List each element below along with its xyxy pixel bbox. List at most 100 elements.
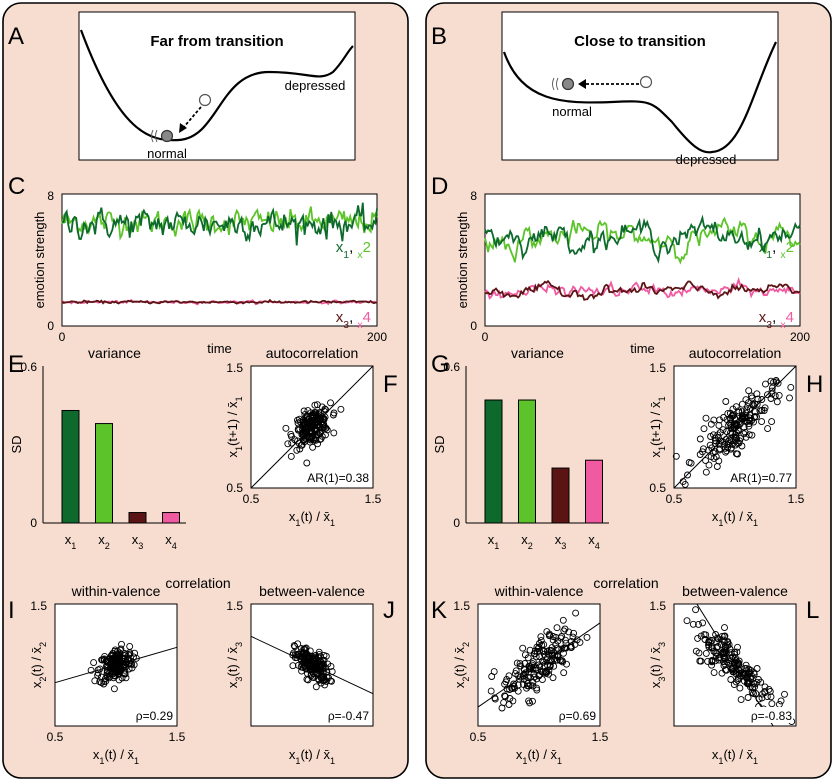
series-x1 bbox=[484, 214, 801, 264]
scatter-point bbox=[101, 652, 109, 660]
scatter-point bbox=[519, 644, 527, 652]
bar-x1 bbox=[484, 399, 503, 524]
scatter-point bbox=[542, 667, 550, 675]
scatter-point bbox=[501, 693, 509, 700]
scatter-point bbox=[313, 428, 321, 436]
scatter-point bbox=[702, 414, 710, 422]
scatter-point bbox=[91, 677, 99, 685]
scatter-point bbox=[306, 438, 314, 446]
scatter-point bbox=[746, 414, 754, 422]
landscape-title: Far from transition bbox=[150, 33, 283, 50]
scatter-point bbox=[337, 405, 345, 413]
scatter-point bbox=[758, 396, 766, 403]
y-tick: 1.5 bbox=[649, 361, 666, 375]
scatter-point bbox=[290, 642, 298, 650]
ball bbox=[561, 77, 575, 91]
scatter-point bbox=[718, 669, 726, 677]
scatter-point bbox=[758, 694, 766, 702]
scatter-point bbox=[327, 662, 335, 670]
panel-letter: D bbox=[431, 173, 448, 200]
scatter-point bbox=[749, 401, 757, 408]
scatter-point bbox=[722, 448, 730, 456]
variance-title: variance bbox=[88, 345, 141, 361]
scatter-point bbox=[297, 648, 305, 656]
x-label: time bbox=[207, 341, 232, 356]
scatter-point bbox=[734, 643, 741, 651]
scatter-point bbox=[549, 674, 557, 682]
x-label: x1(t) / x̄1 bbox=[289, 509, 335, 528]
scatter-point bbox=[721, 624, 728, 632]
scatter-point bbox=[713, 650, 721, 658]
scatter-point bbox=[535, 643, 543, 651]
y-tick: 0 bbox=[30, 516, 37, 530]
scatter-point bbox=[681, 480, 689, 488]
scatter-point bbox=[724, 441, 732, 449]
scatter-point bbox=[702, 649, 710, 657]
panel-letter: E bbox=[8, 351, 24, 378]
stat-bg bbox=[726, 707, 793, 723]
y-tick: 1.5 bbox=[226, 599, 243, 613]
scatter-title: autocorrelation bbox=[689, 345, 782, 361]
panel-letter: A bbox=[8, 23, 24, 50]
vibration-lines bbox=[151, 129, 158, 143]
scatter-point bbox=[524, 674, 532, 681]
scatter-point bbox=[321, 424, 329, 432]
scatter-point bbox=[110, 685, 118, 693]
scatter-point bbox=[745, 387, 753, 395]
legend-x1-x2: x1, x2 bbox=[336, 239, 371, 261]
scatter-points bbox=[282, 399, 345, 467]
scatter-point bbox=[114, 668, 122, 676]
scatter-point bbox=[559, 658, 567, 666]
stat-label: ρ=0.29 bbox=[136, 709, 174, 723]
scatter-point bbox=[96, 678, 104, 686]
scatter-point bbox=[561, 644, 569, 652]
scatter-point bbox=[287, 430, 295, 438]
y-label: x1(t+1) / x̄1 bbox=[225, 396, 244, 457]
scatter-point bbox=[302, 644, 310, 652]
y-tick: 1.5 bbox=[226, 361, 243, 375]
scatter-point bbox=[768, 387, 776, 395]
scatter-point bbox=[103, 669, 111, 677]
scatter-point bbox=[672, 452, 680, 460]
scatter-point bbox=[744, 694, 752, 701]
scatter-point bbox=[560, 649, 567, 657]
scatter-point bbox=[519, 680, 527, 688]
scatter-point bbox=[723, 428, 731, 435]
scatter-point bbox=[327, 399, 334, 407]
x-label: x1(t) / x̄1 bbox=[93, 747, 139, 766]
scatter-point bbox=[583, 633, 591, 641]
scatter-point bbox=[122, 663, 130, 671]
scatter-point bbox=[764, 391, 771, 399]
legend-x3-x4: x3, x4 bbox=[759, 309, 794, 331]
scatter-point bbox=[572, 609, 580, 617]
scatter-point bbox=[708, 657, 716, 665]
scatter-point bbox=[314, 440, 322, 448]
scatter-point bbox=[323, 426, 331, 434]
scatter-point bbox=[727, 414, 734, 422]
scatter-point bbox=[742, 433, 750, 441]
x-tick: 0 bbox=[59, 330, 66, 344]
scatter-point bbox=[100, 680, 108, 688]
fit-line bbox=[696, 603, 774, 727]
stat-bg bbox=[530, 707, 597, 723]
scatter-point bbox=[732, 415, 739, 423]
scatter-point bbox=[770, 378, 778, 386]
legend-x3-x4: x3, x4 bbox=[336, 309, 371, 331]
scatter-point bbox=[711, 657, 719, 665]
panel-letter: I bbox=[8, 597, 15, 624]
scatter-point bbox=[326, 677, 334, 685]
scatter-point bbox=[721, 654, 729, 662]
legend-x1-x2: x1, x2 bbox=[759, 239, 794, 261]
correlation-title: correlation bbox=[593, 575, 658, 591]
y-tick: 1.5 bbox=[649, 599, 666, 613]
scatter-point bbox=[570, 629, 578, 637]
scatter-point bbox=[508, 684, 516, 692]
y-tick: 0 bbox=[453, 516, 460, 530]
scatter-point bbox=[291, 643, 299, 650]
scatter-point bbox=[291, 436, 299, 444]
scatter-point bbox=[762, 380, 769, 388]
x-tick: 200 bbox=[367, 330, 387, 344]
timeseries-frame bbox=[484, 193, 801, 327]
scatter-point bbox=[712, 631, 720, 638]
